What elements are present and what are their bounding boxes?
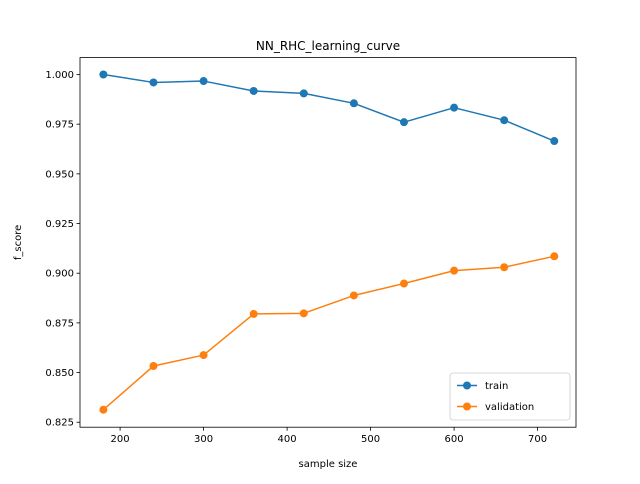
- y-tick-label: 0.900: [45, 269, 74, 280]
- data-point-train: [349, 99, 358, 108]
- legend-swatch-marker: [463, 381, 471, 390]
- data-point-validation: [550, 252, 559, 261]
- legend-frame: [449, 372, 571, 421]
- x-axis-label: sample size: [299, 459, 358, 470]
- plot-area: [80, 57, 576, 428]
- plot-frame: [79, 57, 577, 428]
- data-point-validation: [249, 309, 258, 318]
- series-line-train: [103, 73, 555, 142]
- data-point-validation: [99, 405, 108, 414]
- data-point-validation: [500, 263, 509, 272]
- data-point-train: [399, 118, 408, 127]
- chart-title: NN_RHC_learning_curve: [256, 39, 400, 53]
- data-point-validation: [199, 351, 208, 360]
- data-point-validation: [450, 266, 459, 275]
- x-tick-label: 400: [278, 434, 297, 445]
- y-axis-label: f_score: [13, 225, 24, 260]
- data-point-validation: [399, 279, 408, 288]
- data-point-validation: [349, 291, 358, 300]
- legend-label: validation: [485, 402, 534, 413]
- y-tick-label: 0.950: [45, 169, 74, 180]
- data-point-train: [299, 89, 308, 98]
- data-point-train: [249, 86, 258, 95]
- legend-label: train: [485, 381, 508, 392]
- legend: train validation: [449, 372, 571, 421]
- data-point-train: [99, 70, 108, 79]
- y-tick-label: 0.825: [45, 418, 74, 429]
- data-point-validation: [149, 361, 158, 370]
- series-layer: [99, 70, 559, 414]
- y-tick-label: 1.000: [45, 70, 74, 81]
- y-axis: 0.825 0.850 0.875 0.900 0.925 0.950 0.975 1.000: [45, 70, 80, 429]
- data-point-train: [450, 103, 459, 112]
- legend-swatch-marker: [463, 402, 471, 411]
- y-tick-label: 0.850: [45, 368, 74, 379]
- x-tick-label: 300: [194, 434, 213, 445]
- x-tick-label: 200: [111, 434, 130, 445]
- data-point-train: [149, 78, 158, 87]
- x-tick-label: 500: [361, 434, 380, 445]
- y-tick-label: 0.975: [45, 120, 74, 131]
- y-tick-label: 0.925: [45, 219, 74, 230]
- data-point-validation: [299, 309, 308, 318]
- y-tick-label: 0.875: [45, 318, 74, 329]
- series-line-validation: [102, 255, 555, 411]
- x-axis: 200 300 400 500 600 700: [111, 427, 547, 445]
- data-point-train: [199, 77, 208, 86]
- x-tick-label: 700: [528, 434, 547, 445]
- x-tick-label: 600: [445, 434, 464, 445]
- data-point-train: [550, 137, 559, 146]
- data-point-train: [500, 116, 509, 125]
